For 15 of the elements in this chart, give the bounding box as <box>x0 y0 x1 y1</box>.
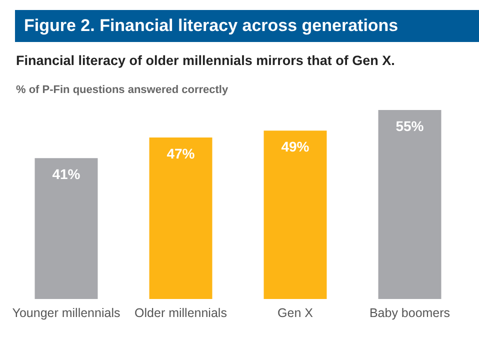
chart-title: Figure 2. Financial literacy across generations <box>15 10 479 42</box>
data-label: 55% <box>396 118 424 134</box>
bar <box>264 130 327 299</box>
bar <box>149 137 212 299</box>
x-tick-label: Younger millennials <box>12 306 120 320</box>
x-tick-label: Older millennials <box>134 306 227 320</box>
data-label: 49% <box>281 138 310 154</box>
data-label: 47% <box>166 145 196 162</box>
bar <box>34 158 98 299</box>
bar <box>378 110 442 299</box>
chart-subtitle: Financial literacy of older millennials mirrors that of Gen X. <box>16 53 395 68</box>
x-tick-label: Baby boomers <box>369 306 450 320</box>
y-axis-title: % of P-Fin questions answered correctly <box>16 84 228 96</box>
x-tick-label: Gen X <box>278 306 314 320</box>
data-label: 41% <box>52 166 81 182</box>
